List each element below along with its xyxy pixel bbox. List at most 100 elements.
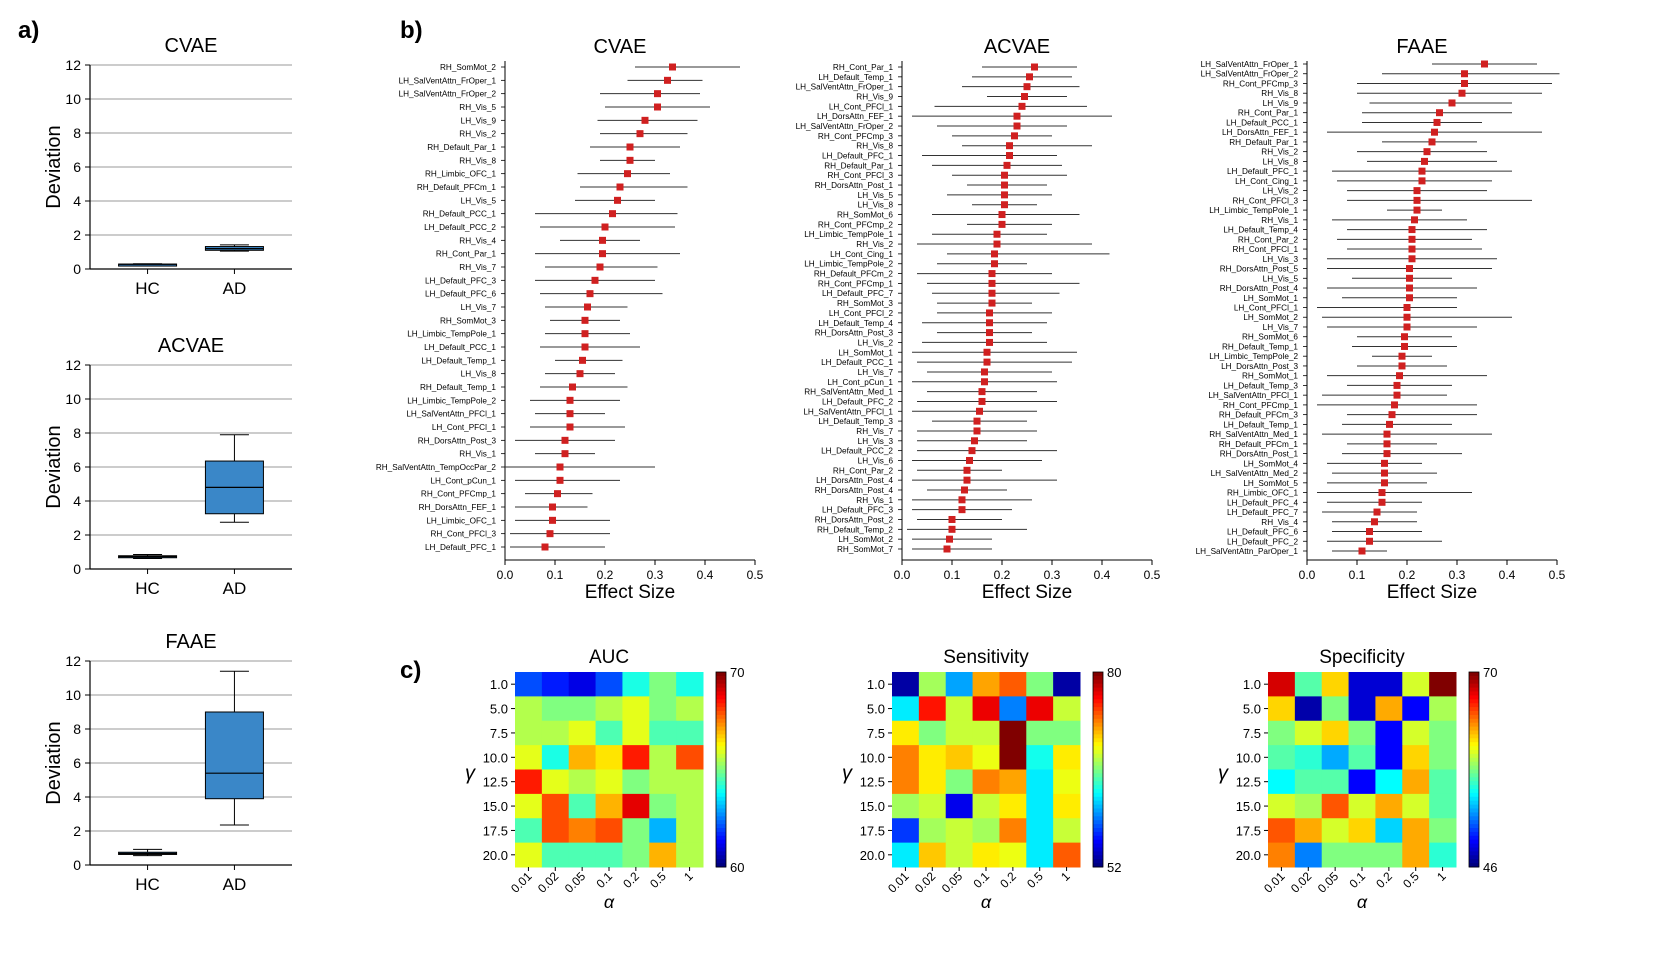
heatmap-cell <box>972 793 1000 819</box>
effect-marker <box>586 290 594 298</box>
y-tick-label: 12.5 <box>1236 775 1261 790</box>
colorbar-step <box>716 800 726 806</box>
heatmap-cell <box>595 672 623 697</box>
heatmap-cell <box>972 720 1000 746</box>
heatmap-specificity: Specificity 1.0 5.0 7.5 10.0 12.5 15.0 17.5 20.0… <box>1218 647 1497 912</box>
effect-marker <box>556 463 564 471</box>
region-label: LH_Vis_2 <box>858 338 894 347</box>
region-label: LH_Cont_Cing_1 <box>830 250 893 259</box>
y-tick-label: 1.0 <box>490 677 508 692</box>
colorbar-step <box>1469 820 1479 825</box>
colorbar-step <box>1093 847 1103 852</box>
forest-row: LH_SalVentAttn_PFCl_1 <box>406 410 605 419</box>
region-label: LH_Default_PCC_2 <box>424 223 496 232</box>
y-tick-label: 7.5 <box>867 726 885 741</box>
colorbar-step <box>716 816 726 821</box>
boxplot-cvae: 0 2 4 6 8 10 12 CVAE Deviation HC AD <box>43 35 292 298</box>
region-label: LH_Vis_8 <box>461 370 497 379</box>
effect-marker <box>1411 216 1418 224</box>
forest-row: LH_Default_PFC_1 <box>1227 167 1512 176</box>
colorbar-step <box>1469 863 1479 868</box>
forest-row: LH_Cont_pCun_1 <box>827 378 1057 387</box>
effect-marker <box>1413 196 1421 204</box>
y-tick-label: 17.5 <box>1236 823 1261 838</box>
region-label: LH_Limbic_TempPole_1 <box>804 230 893 239</box>
region-label: LH_Cont_pCun_1 <box>827 378 893 387</box>
colorbar-step <box>1093 730 1103 735</box>
colorbar-step <box>1469 738 1479 743</box>
colorbar-step <box>1469 714 1479 720</box>
forest-row: RH_Vis_1 <box>856 496 1032 505</box>
effect-marker <box>986 309 993 317</box>
forest-row: LH_Vis_6 <box>858 456 1042 465</box>
colorbar-step <box>716 742 726 747</box>
colorbar-step <box>716 691 726 696</box>
x-tick-label: 0.2 <box>1373 869 1395 891</box>
region-label: LH_Default_Temp_4 <box>818 319 893 328</box>
region-label: RH_SomMot_6 <box>837 211 893 220</box>
colorbar-step <box>1469 734 1479 739</box>
forest-row: LH_DorsAttn_FEF_1 <box>1222 128 1542 137</box>
effect-marker <box>978 388 986 396</box>
y-tick-label: 20.0 <box>860 848 885 863</box>
heatmap-cell <box>999 769 1027 795</box>
x-tick-label: 0.3 <box>1044 568 1061 582</box>
effect-marker <box>556 476 564 484</box>
x-tick-label: 0.1 <box>547 568 564 582</box>
colorbar-step <box>1093 691 1103 696</box>
effect-marker <box>1458 89 1466 97</box>
region-label: LH_SalVentAttn_Med_2 <box>1211 469 1299 478</box>
y-axis-label: γ <box>465 763 476 785</box>
effect-marker <box>1406 284 1413 292</box>
forest-row: LH_Cont_Cing_1 <box>1235 177 1492 186</box>
region-label: LH_Default_PFC_3 <box>822 506 893 515</box>
heatmap-cell <box>515 769 543 795</box>
x-axis-label: α <box>1357 892 1368 912</box>
region-label: RH_SomMot_1 <box>1242 372 1298 381</box>
forest-row: LH_Default_Temp_3 <box>818 417 1027 426</box>
region-label: RH_Vis_1 <box>856 496 893 505</box>
colorbar-step <box>1469 808 1479 813</box>
boxplot-panels: 0 2 4 6 8 10 12 CVAE Deviation HC AD 0 2 4 6 8 10 12 ACVAE… <box>43 35 292 894</box>
forest-row: LH_Default_PFC_7 <box>822 289 1060 298</box>
colorbar-step <box>1469 742 1479 747</box>
heatmap-cell <box>1429 720 1457 746</box>
region-label: LH_Limbic_TempPole_1 <box>1209 206 1298 215</box>
region-label: LH_Vis_5 <box>461 196 497 205</box>
colorbar-step <box>1093 761 1103 767</box>
forest-row: RH_Cont_PFCmp_3 <box>818 132 1052 141</box>
x-tick-label: 0.5 <box>647 869 669 891</box>
colorbar-step <box>1093 746 1103 751</box>
x-tick-label: AD <box>223 579 247 598</box>
forest-row: LH_Default_Temp_1 <box>818 73 1072 82</box>
boxplot-faae: 0 2 4 6 8 10 12 FAAE Deviation HC AD <box>43 631 292 894</box>
colorbar-max-label: 80 <box>1107 665 1121 680</box>
chart-title: CVAE <box>594 36 647 58</box>
forest-row: RH_Cont_Par_1 <box>833 63 1077 72</box>
region-label: RH_DorsAttn_Post_2 <box>815 515 894 524</box>
forest-acvae: ACVAERH_Cont_Par_1LH_Default_Temp_1LH_Sa… <box>796 36 1161 603</box>
effect-marker <box>988 279 996 287</box>
y-tick-label: 6 <box>73 159 81 175</box>
region-label: RH_SalVentAttn_Med_1 <box>804 388 893 397</box>
heatmap-cell <box>1402 769 1430 795</box>
forest-row: LH_Default_PFC_3 <box>822 506 1012 515</box>
heatmap-cell <box>1348 793 1376 819</box>
colorbar-step <box>716 703 726 708</box>
effect-marker <box>981 378 988 386</box>
heatmap-cell <box>595 842 623 868</box>
heatmap-cell <box>972 842 1000 868</box>
heatmap-cell <box>649 720 677 746</box>
region-label: RH_Default_PCC_1 <box>423 210 497 219</box>
effect-marker <box>958 506 966 514</box>
forest-row: LH_SalVentAttn_FrOper_1 <box>796 83 1080 92</box>
colorbar-step <box>1093 738 1103 743</box>
colorbar-step <box>716 718 726 724</box>
colorbar-min-label: 46 <box>1483 860 1497 875</box>
region-label: LH_Default_Temp_3 <box>1223 381 1298 390</box>
heatmap-cell <box>676 793 704 819</box>
region-label: LH_Default_Temp_3 <box>818 417 893 426</box>
region-label: RH_Vis_7 <box>459 263 496 272</box>
box-ad <box>204 244 264 252</box>
colorbar-step <box>1469 777 1479 782</box>
